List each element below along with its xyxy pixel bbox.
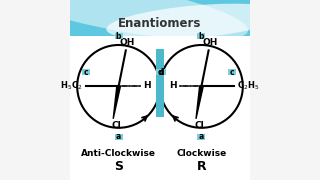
Text: S: S <box>114 160 123 173</box>
FancyBboxPatch shape <box>197 33 205 39</box>
Ellipse shape <box>0 0 248 40</box>
Polygon shape <box>113 86 120 119</box>
Text: d: d <box>157 68 163 76</box>
Ellipse shape <box>106 4 286 40</box>
Text: OH: OH <box>120 38 135 47</box>
FancyBboxPatch shape <box>228 69 236 75</box>
FancyBboxPatch shape <box>115 134 123 140</box>
Text: a: a <box>116 132 121 141</box>
Text: c: c <box>230 68 234 76</box>
Text: Clockwise: Clockwise <box>176 149 227 158</box>
FancyBboxPatch shape <box>82 69 90 75</box>
Text: b: b <box>199 31 204 40</box>
Text: a: a <box>199 132 204 141</box>
FancyBboxPatch shape <box>158 69 166 75</box>
Text: b: b <box>116 31 121 40</box>
Text: Cl: Cl <box>112 122 122 130</box>
Text: C$_2$H$_5$: C$_2$H$_5$ <box>237 79 260 92</box>
FancyBboxPatch shape <box>70 36 250 180</box>
Text: R: R <box>196 160 206 173</box>
Text: H$_5$C$_2$: H$_5$C$_2$ <box>60 79 83 92</box>
Text: H: H <box>170 81 177 90</box>
Text: OH: OH <box>203 38 218 47</box>
FancyBboxPatch shape <box>70 0 250 180</box>
FancyBboxPatch shape <box>156 49 164 117</box>
Polygon shape <box>196 86 203 119</box>
Text: Anti-Clockwise: Anti-Clockwise <box>81 149 156 158</box>
Text: H: H <box>143 81 150 90</box>
Text: d: d <box>159 68 164 76</box>
Text: Cl: Cl <box>195 122 204 130</box>
FancyBboxPatch shape <box>115 33 123 39</box>
Text: c: c <box>84 68 89 76</box>
Text: Enantiomers: Enantiomers <box>118 17 202 30</box>
FancyBboxPatch shape <box>197 134 205 140</box>
FancyBboxPatch shape <box>156 69 164 75</box>
FancyBboxPatch shape <box>70 0 250 36</box>
